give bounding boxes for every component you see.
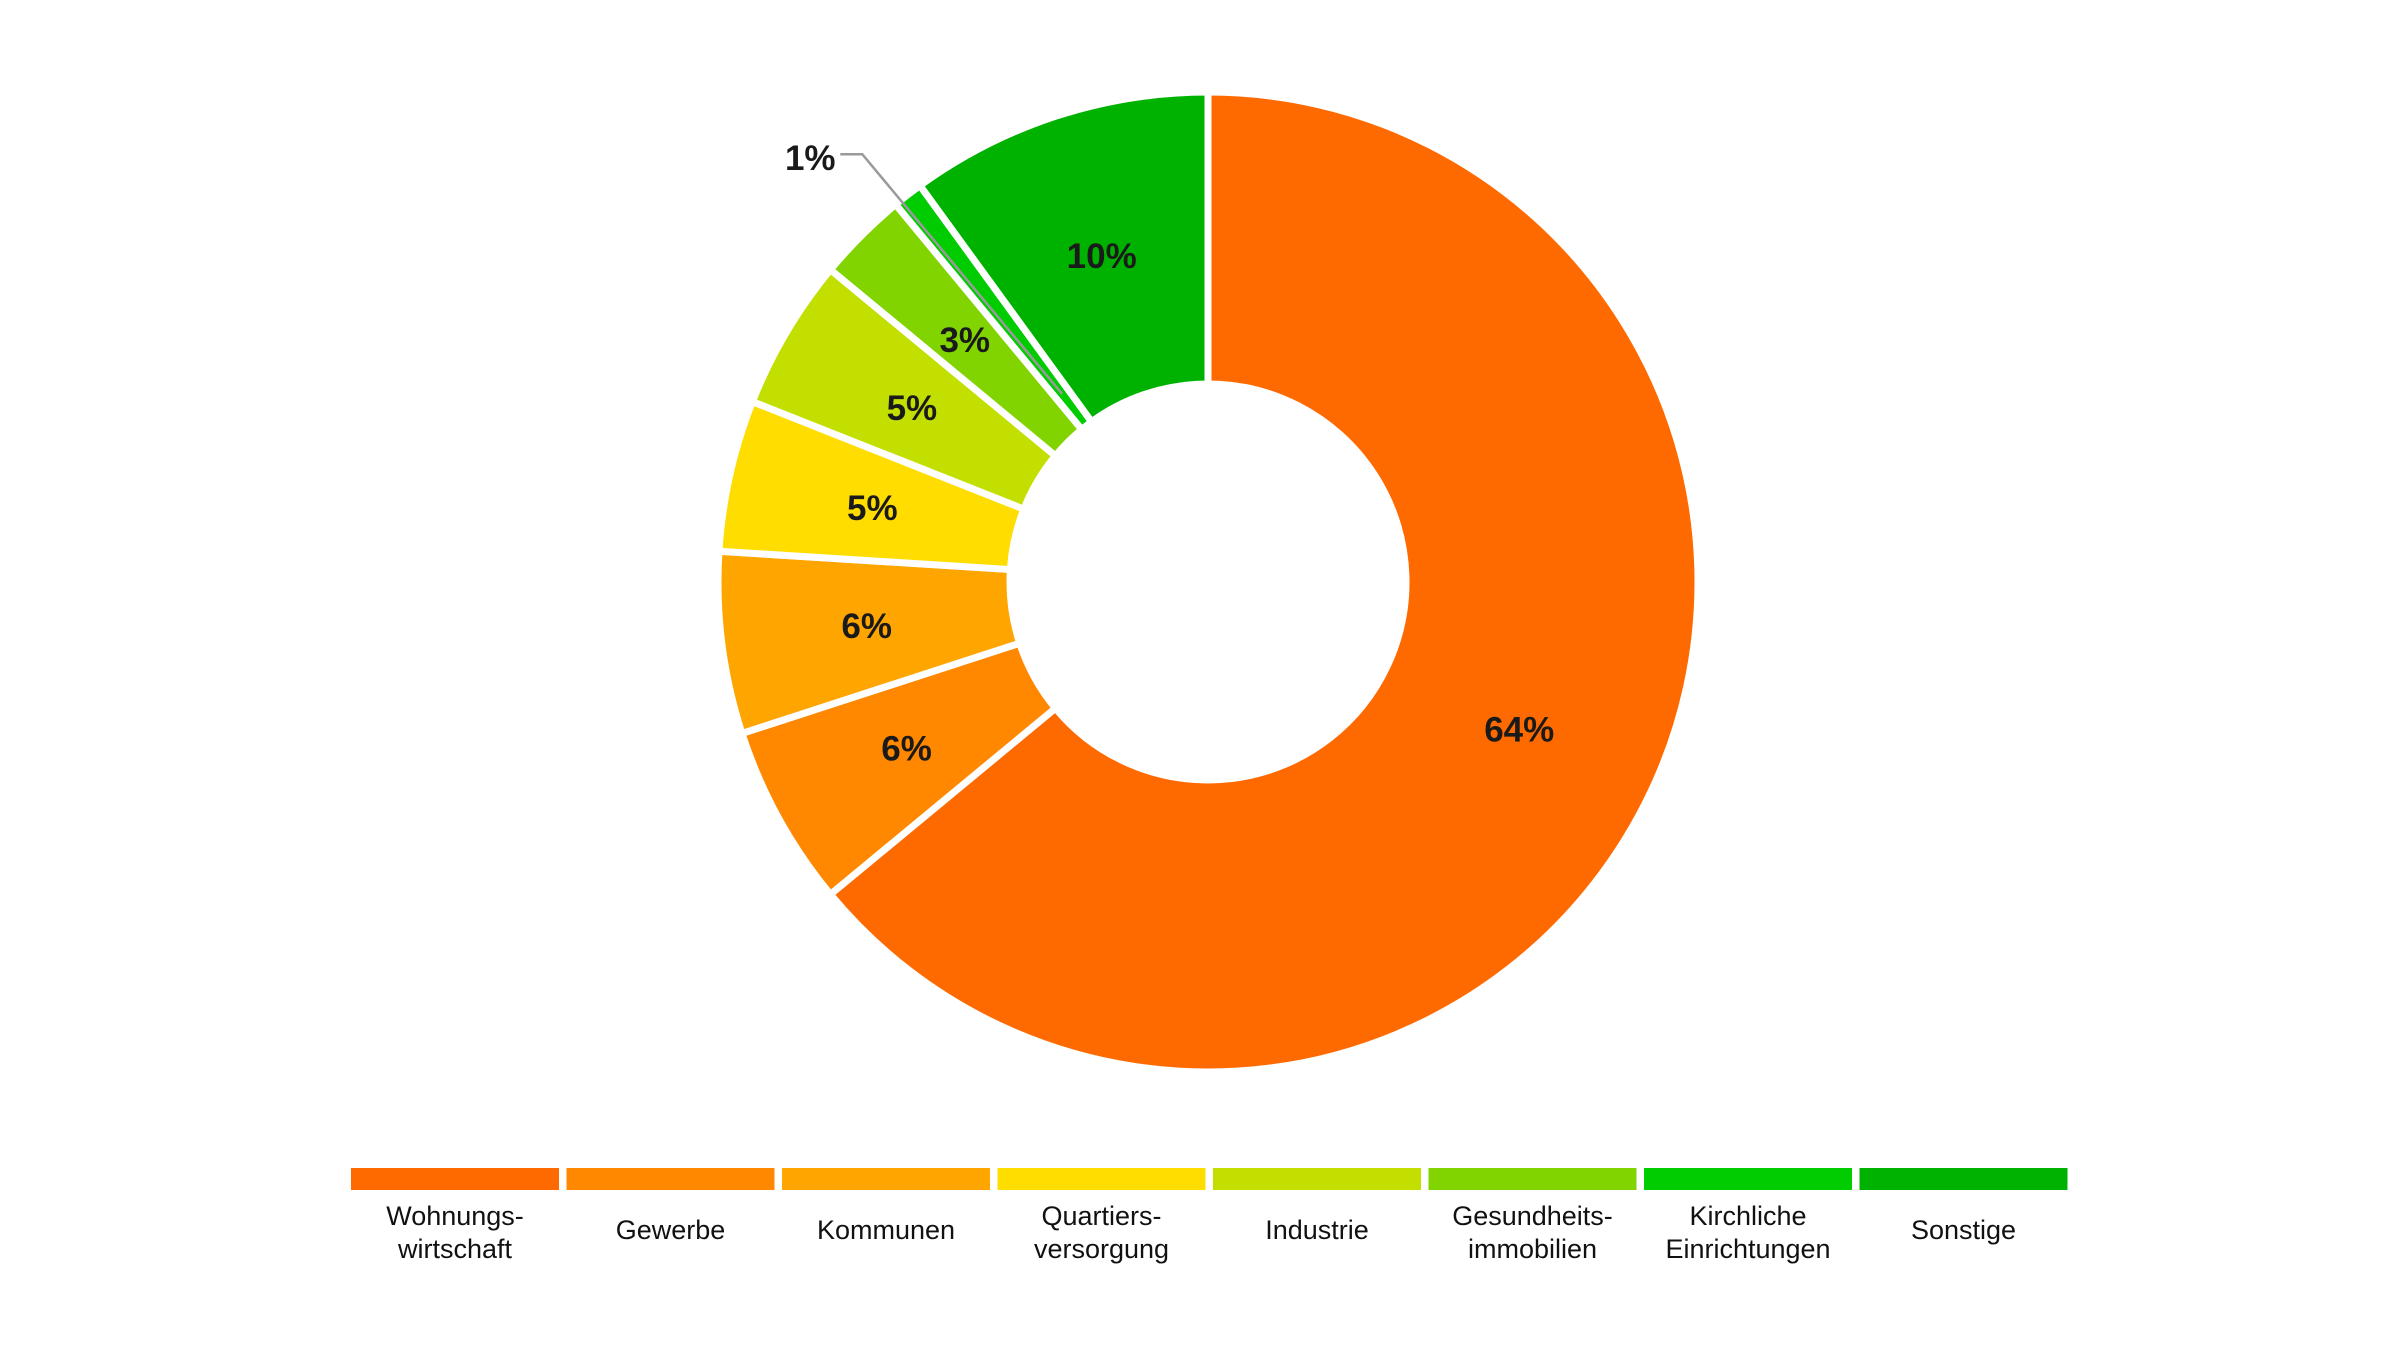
- legend-item-gewerbe: Gewerbe: [566, 1168, 775, 1245]
- legend-item-kirchliche-einrichtungen: Kirchliche Einrichtungen: [1644, 1168, 1852, 1264]
- data-label-sonstige: 10%: [1067, 237, 1137, 276]
- legend-item-quartiers-versorgung: Quartiers-versorgung: [997, 1168, 1206, 1264]
- data-label-quartiers-versorgung: 5%: [847, 489, 898, 528]
- legend-label-gesundheits-immobilien: Gesundheits-immobilien: [1452, 1201, 1613, 1264]
- data-label-kommunen: 6%: [841, 607, 892, 646]
- data-label-kirchliche-einrichtungen: 1%: [785, 139, 836, 178]
- legend-swatch-kirchliche-einrichtungen: [1644, 1168, 1852, 1190]
- slice-labels-group: 64%6%6%5%5%3%1%10%: [785, 139, 1554, 768]
- legend-swatch-kommunen: [782, 1168, 990, 1190]
- data-label-wohnungs-wirtschaft: 64%: [1484, 710, 1554, 749]
- legend-item-gesundheits-immobilien: Gesundheits-immobilien: [1428, 1168, 1637, 1264]
- legend-swatch-wohnungs-wirtschaft: [351, 1168, 559, 1190]
- data-label-gesundheits-immobilien: 3%: [939, 321, 990, 360]
- legend-swatch-sonstige: [1859, 1168, 2068, 1190]
- slice-sonstige: [916, 88, 1212, 426]
- data-label-industrie: 5%: [887, 389, 938, 428]
- legend-swatch-industrie: [1213, 1168, 1421, 1190]
- legend-item-sonstige: Sonstige: [1859, 1168, 2068, 1245]
- legend-item-kommunen: Kommunen: [782, 1168, 990, 1245]
- data-label-gewerbe: 6%: [881, 730, 932, 769]
- legend-item-industrie: Industrie: [1213, 1168, 1421, 1245]
- legend-swatch-gewerbe: [566, 1168, 775, 1190]
- legend-label-industrie: Industrie: [1265, 1215, 1369, 1245]
- legend-label-sonstige: Sonstige: [1911, 1215, 2016, 1245]
- legend-label-wohnungs-wirtschaft: Wohnungs-wirtschaft: [386, 1201, 524, 1264]
- legend-swatch-gesundheits-immobilien: [1428, 1168, 1637, 1190]
- slice-wohnungs-wirtschaft: [826, 88, 1702, 1076]
- legend: Wohnungs-wirtschaft Gewerbe Kommunen Quarti…: [351, 1168, 2068, 1264]
- legend-label-kommunen: Kommunen: [817, 1215, 955, 1245]
- legend-label-quartiers-versorgung: Quartiers-versorgung: [1034, 1201, 1169, 1264]
- leader-line-kirchliche-einrichtungen: [840, 152, 1064, 395]
- legend-label-gewerbe: Gewerbe: [616, 1215, 726, 1245]
- slices-group: [714, 88, 1702, 1076]
- legend-item-wohnungs-wirtschaft: Wohnungs-wirtschaft: [351, 1168, 559, 1264]
- legend-label-kirchliche-einrichtungen: Kirchliche Einrichtungen: [1665, 1201, 1830, 1264]
- legend-swatch-quartiers-versorgung: [997, 1168, 1206, 1190]
